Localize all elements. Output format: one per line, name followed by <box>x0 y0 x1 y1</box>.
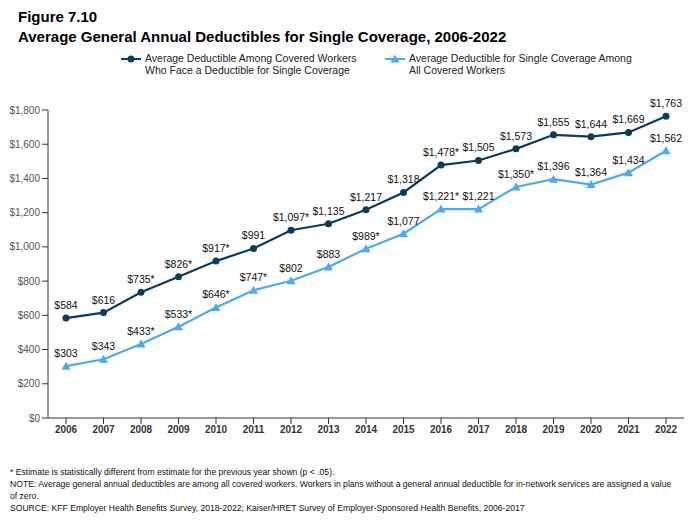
svg-text:$1,562: $1,562 <box>650 132 682 144</box>
svg-text:$800: $800 <box>18 276 41 287</box>
svg-text:$1,505: $1,505 <box>462 141 494 153</box>
svg-text:$646*: $646* <box>202 288 229 300</box>
svg-text:$1,217: $1,217 <box>350 191 382 203</box>
svg-text:2015: 2015 <box>392 424 415 435</box>
html-text:Average Deductible Among Cover: Average Deductible Among Covered Workers… <box>145 52 357 76</box>
svg-text:$400: $400 <box>18 344 41 355</box>
html-text:NOTE: Average general annual d: NOTE: Average general annual deductibles… <box>10 479 672 501</box>
svg-text:$1,396: $1,396 <box>537 160 569 172</box>
html-text:SOURCE: KFF Employer Health Be: SOURCE: KFF Employer Health Benefits Sur… <box>10 503 525 513</box>
svg-text:2013: 2013 <box>317 424 340 435</box>
html-text:* Estimate is statistically di: * Estimate is statistically different fr… <box>10 467 335 477</box>
svg-text:$1,478*: $1,478* <box>423 146 459 158</box>
svg-text:$1,097*: $1,097* <box>273 211 309 223</box>
svg-text:$0: $0 <box>29 413 41 424</box>
svg-text:$1,644: $1,644 <box>575 118 607 130</box>
svg-text:$991: $991 <box>242 229 266 241</box>
svg-text:$1,364: $1,364 <box>575 166 607 178</box>
svg-text:$600: $600 <box>18 310 41 321</box>
svg-text:2008: 2008 <box>130 424 153 435</box>
svg-text:$303: $303 <box>54 347 78 359</box>
svg-text:2020: 2020 <box>580 424 603 435</box>
svg-text:$826*: $826* <box>165 258 192 270</box>
svg-text:$1,800: $1,800 <box>9 105 40 116</box>
svg-text:$616: $616 <box>92 294 116 306</box>
svg-text:$1,200: $1,200 <box>9 207 40 218</box>
svg-text:2016: 2016 <box>430 424 453 435</box>
svg-text:$1,573: $1,573 <box>500 130 532 142</box>
svg-text:$1,655: $1,655 <box>537 116 569 128</box>
html-text:Figure 7.10: Figure 7.10 <box>18 8 98 25</box>
svg-text:2021: 2021 <box>617 424 640 435</box>
svg-text:$433*: $433* <box>127 325 154 337</box>
svg-text:2010: 2010 <box>205 424 228 435</box>
svg-text:2014: 2014 <box>355 424 378 435</box>
svg-text:$584: $584 <box>54 299 78 311</box>
svg-text:$533*: $533* <box>165 308 192 320</box>
svg-text:2022: 2022 <box>655 424 678 435</box>
svg-text:$343: $343 <box>92 340 116 352</box>
svg-text:$802: $802 <box>279 262 303 274</box>
svg-text:2018: 2018 <box>505 424 528 435</box>
svg-text:$1,221: $1,221 <box>462 190 494 202</box>
html-text:Average Deductible for Single: Average Deductible for Single Coverage A… <box>409 52 632 76</box>
svg-text:2019: 2019 <box>542 424 565 435</box>
svg-text:$989*: $989* <box>352 230 379 242</box>
svg-text:$200: $200 <box>18 378 41 389</box>
svg-text:$1,763: $1,763 <box>650 97 682 109</box>
svg-text:$1,077: $1,077 <box>387 215 419 227</box>
svg-text:$1,221*: $1,221* <box>423 190 459 202</box>
svg-text:$1,434: $1,434 <box>612 154 644 166</box>
svg-text:$1,000: $1,000 <box>9 241 40 252</box>
svg-text:$1,318: $1,318 <box>387 173 419 185</box>
svg-text:$1,669: $1,669 <box>612 113 644 125</box>
svg-text:2012: 2012 <box>280 424 303 435</box>
svg-text:$1,400: $1,400 <box>9 173 40 184</box>
svg-text:$917*: $917* <box>202 242 229 254</box>
svg-text:$1,600: $1,600 <box>9 139 40 150</box>
svg-text:$735*: $735* <box>127 273 154 285</box>
html-text:Average General Annual Deducti: Average General Annual Deductibles for S… <box>18 28 507 45</box>
svg-text:$883: $883 <box>317 248 341 260</box>
svg-text:$1,135: $1,135 <box>312 205 344 217</box>
svg-text:2009: 2009 <box>167 424 190 435</box>
svg-text:2007: 2007 <box>92 424 115 435</box>
svg-text:2011: 2011 <box>243 424 265 435</box>
svg-text:2017: 2017 <box>467 424 490 435</box>
svg-text:2006: 2006 <box>55 424 78 435</box>
svg-text:$747*: $747* <box>240 271 267 283</box>
svg-text:$1,350*: $1,350* <box>498 168 534 180</box>
